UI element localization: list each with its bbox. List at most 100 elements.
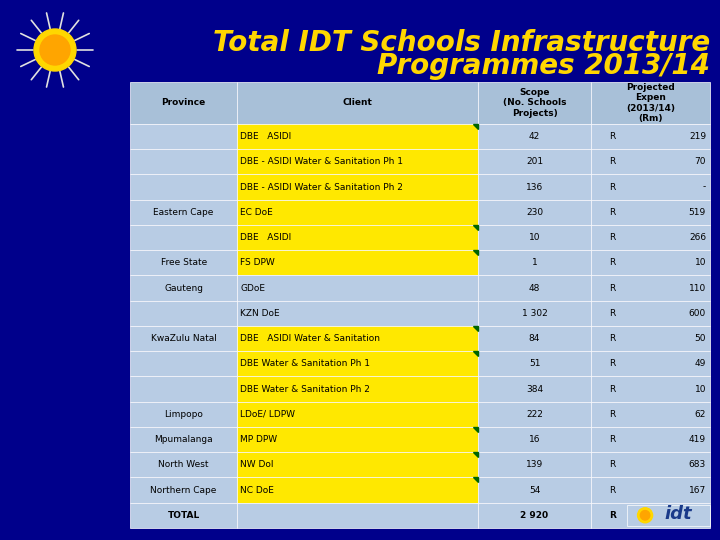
Text: 48: 48 [529,284,540,293]
Bar [130,402,238,427]
Text: 266: 266 [689,233,706,242]
Text: idt: idt [665,505,692,523]
Text: 2 920: 2 920 [521,511,549,520]
Bar [627,504,710,526]
Text: R: R [609,410,616,419]
Text: 683: 683 [689,461,706,469]
Bar [478,477,591,503]
Text: Programmes 2013/14: Programmes 2013/14 [377,52,710,80]
Text: 1 302: 1 302 [522,309,547,318]
Bar [591,452,710,477]
Text: Mpumalanga: Mpumalanga [154,435,213,444]
Bar [591,477,710,503]
Polygon shape [473,326,478,331]
Text: 62: 62 [695,410,706,419]
Text: R: R [609,233,616,242]
Text: R: R [609,435,616,444]
Circle shape [34,29,76,71]
Text: Province: Province [161,98,206,107]
Bar [591,351,710,376]
Text: R: R [609,359,616,368]
Text: 167: 167 [689,485,706,495]
Bar [238,301,478,326]
Bar [130,149,238,174]
Text: 136: 136 [526,183,543,192]
Bar [238,82,478,124]
Bar [478,174,591,200]
Bar [238,149,478,174]
Bar [130,124,238,149]
Text: 219: 219 [689,132,706,141]
Text: DBE - ASIDI Water & Sanitation Ph 2: DBE - ASIDI Water & Sanitation Ph 2 [240,183,403,192]
Text: R: R [609,157,616,166]
Bar [591,225,710,250]
Text: DBE   ASIDI Water & Sanitation: DBE ASIDI Water & Sanitation [240,334,380,343]
Text: R: R [609,258,616,267]
Bar [591,376,710,402]
Text: DBE - ASIDI Water & Sanitation Ph 1: DBE - ASIDI Water & Sanitation Ph 1 [240,157,403,166]
Circle shape [40,35,70,65]
Text: North West: North West [158,461,209,469]
Text: 222: 222 [526,410,543,419]
Bar [130,452,238,477]
Bar [238,225,478,250]
Text: -: - [703,183,706,192]
Bar [238,427,478,452]
Polygon shape [473,250,478,255]
Bar [478,82,591,124]
Text: 600: 600 [689,309,706,318]
Text: DBE Water & Sanitation Ph 2: DBE Water & Sanitation Ph 2 [240,384,370,394]
Text: R: R [609,284,616,293]
Text: KZN DoE: KZN DoE [240,309,280,318]
Bar [130,301,238,326]
Bar [238,477,478,503]
Text: 51: 51 [528,359,540,368]
Bar [238,351,478,376]
Text: Scope
(No. Schools
Projects): Scope (No. Schools Projects) [503,88,567,118]
Bar [238,402,478,427]
Bar [591,326,710,351]
Bar [238,275,478,301]
Text: DBE   ASIDI: DBE ASIDI [240,132,292,141]
Text: 139: 139 [526,461,543,469]
Bar [238,174,478,200]
Bar [238,503,478,528]
Bar [130,376,238,402]
Bar [478,225,591,250]
Text: FS DPW: FS DPW [240,258,275,267]
Bar [238,250,478,275]
Text: NW DoI: NW DoI [240,461,274,469]
Bar [238,452,478,477]
Bar [130,82,238,124]
Bar [478,326,591,351]
Text: 42: 42 [529,132,540,141]
Text: 50: 50 [695,334,706,343]
Text: 519: 519 [689,208,706,217]
Bar [130,174,238,200]
Text: Northern Cape: Northern Cape [150,485,217,495]
Text: 230: 230 [526,208,543,217]
Text: R: R [609,132,616,141]
Bar [478,124,591,149]
Text: 54: 54 [529,485,540,495]
Text: GDoE: GDoE [240,284,265,293]
Text: Client: Client [343,98,372,107]
Circle shape [638,508,652,523]
Text: Free State: Free State [161,258,207,267]
Bar [130,200,238,225]
Text: LDoE/ LDPW: LDoE/ LDPW [240,410,295,419]
Text: 16: 16 [528,435,540,444]
Bar [130,250,238,275]
Bar [130,427,238,452]
Text: R: R [609,461,616,469]
Bar [591,250,710,275]
Circle shape [640,510,650,520]
Text: R: R [609,208,616,217]
Text: 10: 10 [528,233,540,242]
Text: 1: 1 [531,258,537,267]
Text: 201: 201 [526,157,543,166]
Bar [478,402,591,427]
Bar [591,82,710,124]
Bar [238,124,478,149]
Text: EC DoE: EC DoE [240,208,273,217]
